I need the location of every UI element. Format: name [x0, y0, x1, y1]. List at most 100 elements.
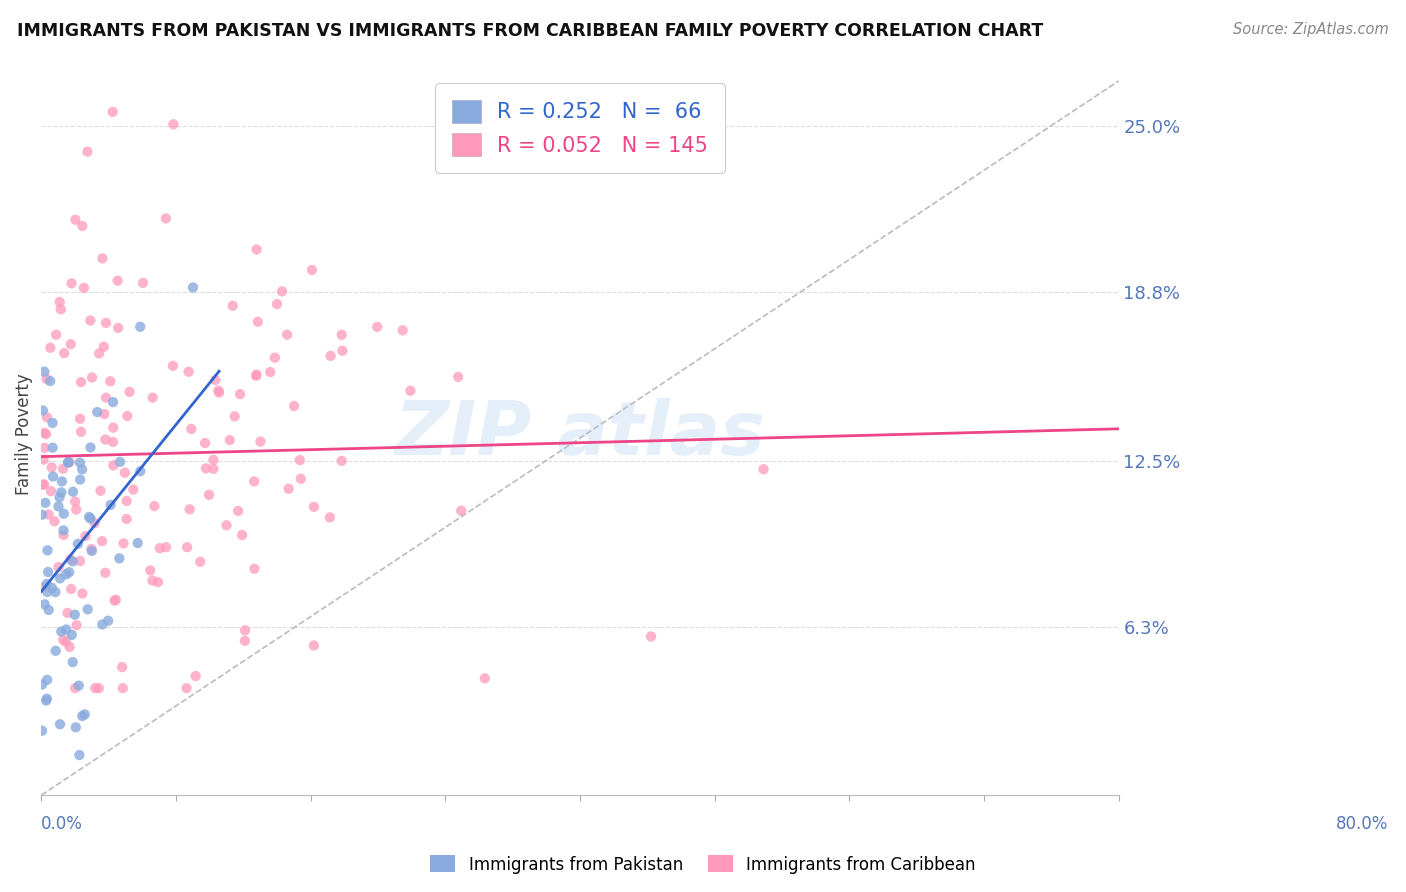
Point: [80, 544, 103, 558]
Point: [63, 681, 86, 695]
Point: [60, 628, 83, 642]
Point: [188, 555, 211, 569]
Point: [45, 327, 67, 342]
Point: [31, 508, 53, 522]
Point: [38, 508, 60, 522]
Point: [115, 494, 138, 508]
Point: [640, 630, 662, 644]
Point: [218, 433, 240, 447]
Point: [77, 510, 100, 524]
Point: [34, 441, 56, 455]
Point: [52, 462, 75, 476]
Point: [59, 552, 82, 566]
Text: 80.0%: 80.0%: [1336, 815, 1388, 833]
Point: [83, 516, 105, 530]
Point: [72, 219, 94, 233]
Point: [302, 639, 325, 653]
Point: [118, 384, 141, 399]
Point: [52, 524, 75, 538]
Point: [115, 512, 138, 526]
Point: [143, 499, 166, 513]
Point: [332, 343, 354, 358]
Point: [39, 484, 62, 499]
Point: [474, 672, 496, 686]
Point: [31, 723, 53, 738]
Point: [79, 511, 101, 525]
Point: [127, 536, 149, 550]
Point: [107, 321, 129, 335]
Point: [114, 466, 136, 480]
Point: [266, 297, 288, 311]
Legend: R = 0.252   N =  66, R = 0.052   N = 145: R = 0.252 N = 66, R = 0.052 N = 145: [434, 83, 725, 172]
Point: [38, 603, 60, 617]
Point: [86, 405, 108, 419]
Text: 0.0%: 0.0%: [41, 815, 83, 833]
Point: [59, 337, 82, 351]
Point: [82, 370, 104, 384]
Point: [73, 281, 96, 295]
Point: [51, 485, 73, 500]
Point: [198, 488, 221, 502]
Point: [180, 422, 202, 436]
Point: [70, 375, 93, 389]
Point: [391, 323, 413, 337]
Point: [48, 490, 70, 504]
Point: [60, 277, 83, 291]
Point: [366, 320, 388, 334]
Point: [246, 315, 269, 329]
Point: [263, 351, 285, 365]
Point: [39, 374, 62, 388]
Point: [207, 384, 229, 398]
Point: [34, 365, 56, 379]
Point: [56, 606, 79, 620]
Point: [319, 510, 342, 524]
Point: [202, 462, 225, 476]
Point: [89, 483, 111, 498]
Point: [215, 518, 238, 533]
Point: [208, 385, 231, 400]
Point: [41, 441, 63, 455]
Point: [34, 597, 56, 611]
Point: [59, 640, 82, 654]
Point: [149, 541, 172, 556]
Point: [70, 425, 93, 439]
Point: [245, 243, 267, 257]
Point: [129, 319, 152, 334]
Point: [132, 276, 155, 290]
Point: [79, 441, 101, 455]
Point: [65, 212, 87, 227]
Point: [91, 617, 114, 632]
Point: [65, 618, 87, 632]
Point: [41, 581, 63, 595]
Point: [69, 554, 91, 568]
Point: [51, 624, 73, 639]
Point: [37, 543, 59, 558]
Point: [283, 399, 305, 413]
Point: [146, 575, 169, 590]
Point: [319, 349, 342, 363]
Point: [103, 593, 125, 607]
Point: [301, 263, 323, 277]
Point: [80, 541, 103, 556]
Point: [32, 403, 55, 417]
Point: [51, 475, 73, 489]
Point: [66, 537, 89, 551]
Point: [111, 660, 134, 674]
Point: [42, 469, 65, 483]
Point: [447, 370, 470, 384]
Point: [93, 407, 115, 421]
Point: [63, 494, 86, 508]
Point: [60, 582, 83, 596]
Point: [302, 500, 325, 514]
Point: [39, 341, 62, 355]
Point: [37, 673, 59, 687]
Point: [98, 374, 121, 388]
Point: [91, 534, 114, 549]
Point: [32, 425, 55, 440]
Point: [176, 681, 198, 695]
Point: [233, 633, 256, 648]
Legend: Immigrants from Pakistan, Immigrants from Caribbean: Immigrants from Pakistan, Immigrants fro…: [422, 847, 984, 882]
Point: [181, 280, 204, 294]
Text: Source: ZipAtlas.com: Source: ZipAtlas.com: [1233, 22, 1389, 37]
Point: [63, 607, 86, 622]
